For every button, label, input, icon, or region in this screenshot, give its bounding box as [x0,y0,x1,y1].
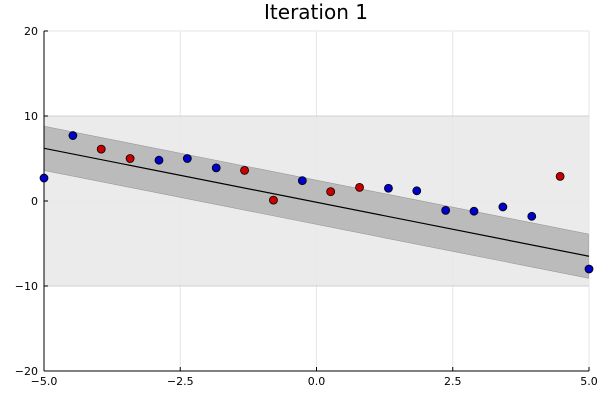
data-point-blue [68,131,78,140]
x-tick-label: 2.5 [444,375,462,388]
data-point-red [355,182,364,192]
y-tick-label: 10 [24,110,38,123]
y-tick-label: −20 [15,365,38,378]
data-point-blue [182,154,192,163]
y-tick-label: 0 [31,195,38,208]
x-tick-label: −5.0 [31,375,58,388]
data-point-blue [469,206,479,216]
data-point-red [555,171,565,181]
x-tick-label: −2.5 [167,375,194,388]
data-point-red [269,195,278,205]
data-point-red [96,144,106,154]
y-tick-label: 20 [24,25,38,38]
data-point-blue [384,183,393,193]
data-point-red [125,154,135,163]
x-tick-label: 0.0 [308,375,326,388]
data-point-blue [154,155,164,165]
data-point-red [240,165,249,175]
y-tick-label: −10 [15,280,38,293]
data-point-blue [441,205,451,215]
data-point-blue [584,264,594,274]
data-point-red [326,187,336,197]
x-tick-label: 5.0 [580,375,598,388]
data-point-blue [527,211,537,221]
data-point-blue [498,202,508,212]
chart-title: Iteration 1 [264,0,368,24]
data-point-blue [211,163,221,173]
data-point-blue [412,186,422,196]
data-point-blue [39,173,49,183]
data-point-blue [297,176,307,186]
fit-line [44,147,589,257]
